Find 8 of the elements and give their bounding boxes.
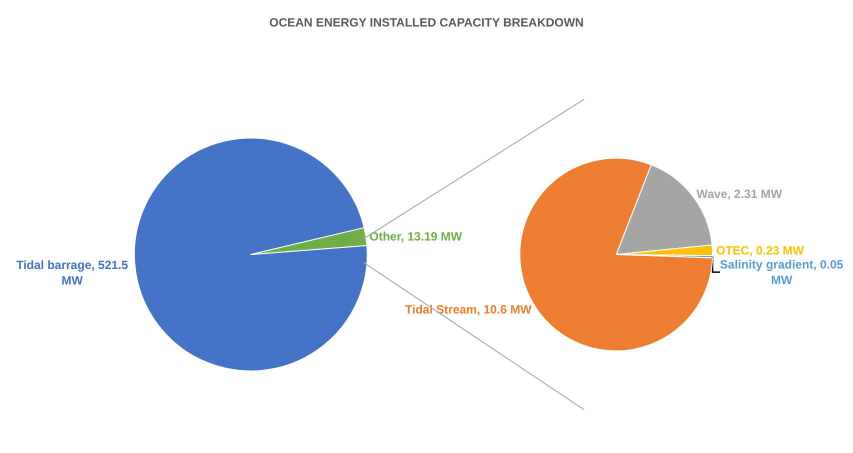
slice-label: Tidal Stream, 10.6 MW [405, 302, 532, 317]
slice-label: Salinity gradient, 0.05 MW [720, 257, 844, 287]
chart-title: OCEAN ENERGY INSTALLED CAPACITY BREAKDOWN [269, 16, 584, 30]
slice-label: Wave, 2.31 MW [696, 186, 783, 201]
slice-label: Other, 13.19 MW [369, 229, 463, 244]
pie-slice [134, 138, 368, 372]
slice-label: OTEC, 0.23 MW [716, 243, 805, 258]
slice-label: Tidal barrage, 521.5 MW [16, 258, 128, 288]
